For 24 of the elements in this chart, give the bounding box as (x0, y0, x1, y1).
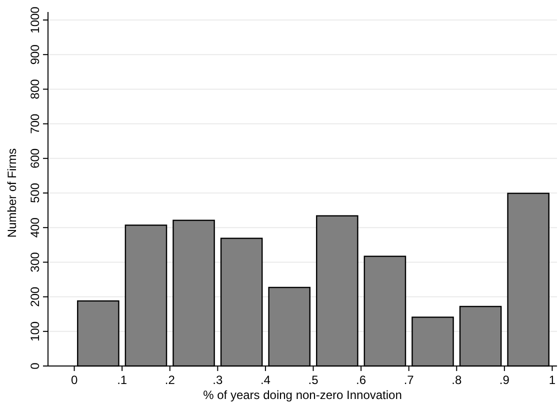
y-tick-label: 100 (28, 321, 42, 342)
y-axis-title: Number of Firms (5, 148, 19, 238)
x-tick-label: .1 (117, 373, 128, 387)
y-tick-label: 700 (28, 113, 42, 134)
x-tick-label: .3 (212, 373, 223, 387)
y-tick-label: 300 (28, 252, 42, 272)
y-tick-label: 800 (28, 78, 42, 100)
x-tick-label: 0 (70, 373, 78, 387)
y-tick-label: 200 (28, 286, 42, 307)
y-tick-label: 600 (28, 148, 42, 168)
y-tick-label: 900 (28, 44, 42, 65)
x-tick-label: 1 (548, 373, 556, 387)
y-tick-label: 0 (28, 362, 42, 370)
x-tick-label: .6 (356, 373, 366, 387)
y-tick-label: 400 (28, 217, 42, 238)
x-tick-label: .9 (499, 373, 510, 387)
x-tick-label: .2 (164, 373, 176, 387)
y-tick-label: 1000 (28, 6, 42, 34)
x-tick-label: .5 (308, 373, 319, 387)
y-tick-label: 500 (28, 182, 42, 204)
x-tick-label: .8 (452, 373, 462, 387)
x-tick-label: .4 (260, 373, 271, 387)
x-tick-label: .7 (404, 373, 414, 387)
x-axis-title: % of years doing non-zero Innovation (203, 388, 402, 402)
